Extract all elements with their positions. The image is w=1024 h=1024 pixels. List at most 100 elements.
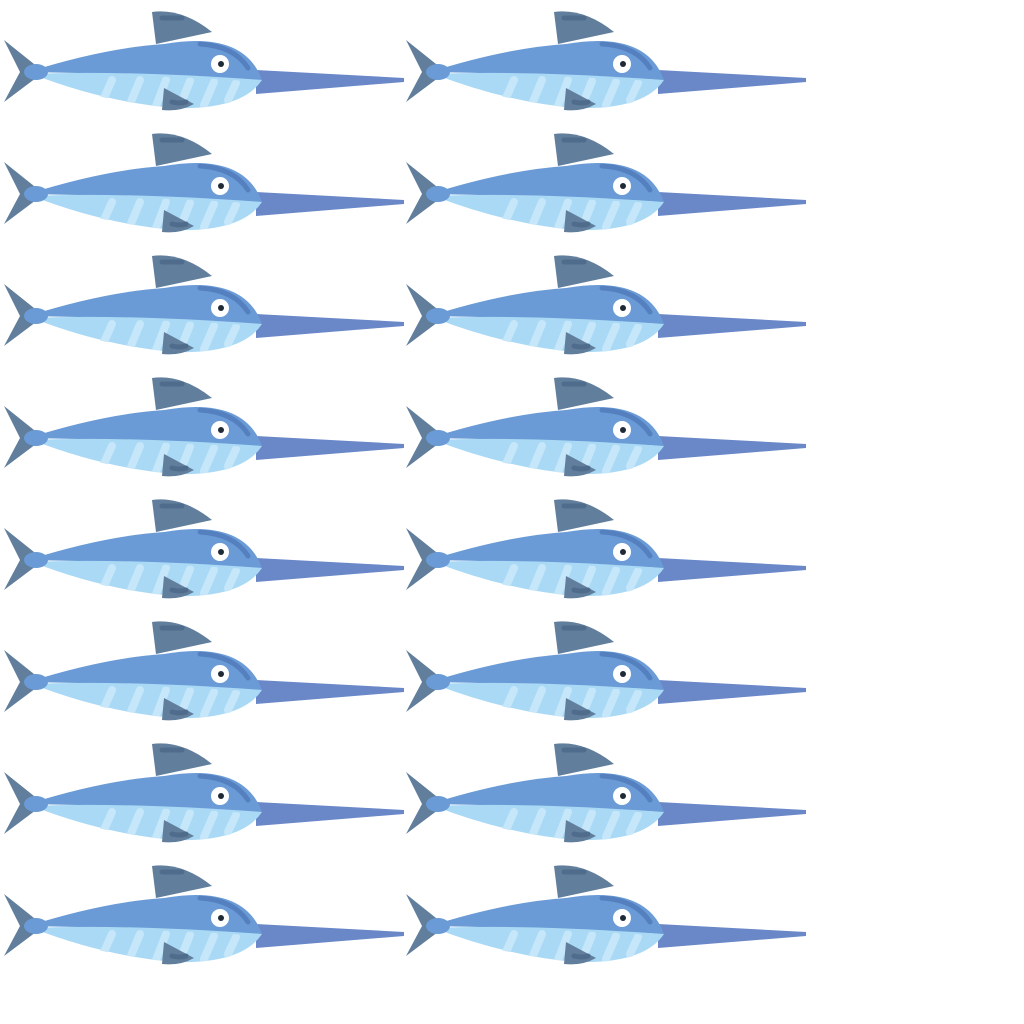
swordfish-icon <box>406 620 806 730</box>
swordfish-icon <box>4 865 404 965</box>
sword-bill <box>658 680 806 704</box>
pectoral-fin-mark <box>169 831 189 838</box>
body-upper <box>430 894 664 934</box>
brow <box>197 407 251 437</box>
body-upper <box>28 162 262 202</box>
tail-joint <box>426 918 450 934</box>
swordfish-icon <box>4 11 404 111</box>
sword-bill <box>256 70 404 94</box>
pupil <box>620 915 626 921</box>
pectoral-fin <box>564 820 596 843</box>
pectoral-fin-mark <box>571 831 591 838</box>
sword-bill <box>256 436 404 460</box>
body-upper <box>28 894 262 934</box>
belly-stripes <box>502 198 642 231</box>
tail-joint <box>426 430 450 446</box>
body-upper <box>28 528 262 568</box>
pectoral-fin-mark <box>571 953 591 960</box>
pectoral-fin-mark <box>169 709 189 716</box>
tail-joint <box>24 186 48 202</box>
tail-joint <box>426 64 450 80</box>
sword-bill <box>256 314 404 338</box>
swordfish-icon <box>406 133 806 233</box>
body-upper <box>430 772 664 812</box>
body-upper <box>430 162 664 202</box>
tail-joint <box>426 186 450 202</box>
body-upper <box>430 40 664 80</box>
belly-stripes <box>502 564 642 597</box>
tail-joint <box>24 918 48 934</box>
pectoral-fin-mark <box>571 99 591 106</box>
belly-stripes <box>502 686 642 719</box>
body-upper <box>430 284 664 324</box>
body-upper <box>28 40 262 80</box>
pectoral-fin-mark <box>571 221 591 228</box>
body-upper <box>28 406 262 446</box>
tail-joint <box>24 796 48 812</box>
swordfish-icon <box>406 132 806 242</box>
pectoral-fin <box>564 576 596 599</box>
tail-fin <box>4 40 44 102</box>
pectoral-fin <box>162 332 194 355</box>
swordfish-icon <box>4 133 404 233</box>
belly-stripes <box>502 320 642 353</box>
tail-fin <box>4 406 44 468</box>
pectoral-fin-mark <box>571 343 591 350</box>
brow <box>197 41 251 71</box>
sword-bill <box>256 802 404 826</box>
pupil <box>218 549 224 555</box>
brow <box>197 529 251 559</box>
tail-joint <box>24 308 48 324</box>
swordfish-icon <box>406 742 806 852</box>
brow <box>197 285 251 315</box>
pectoral-fin <box>162 210 194 233</box>
tail-fin <box>4 650 44 712</box>
tail-fin <box>4 894 44 956</box>
swordfish-icon <box>406 743 806 843</box>
brow <box>599 41 653 71</box>
pupil <box>620 549 626 555</box>
sword-bill <box>256 558 404 582</box>
brow <box>599 529 653 559</box>
swordfish-icon <box>406 864 806 974</box>
tail-fin <box>406 40 446 102</box>
swordfish-icon <box>4 621 404 721</box>
tail-fin <box>4 772 44 834</box>
tail-joint <box>24 552 48 568</box>
sword-bill <box>256 680 404 704</box>
pupil <box>620 671 626 677</box>
sword-bill <box>658 924 806 948</box>
brow <box>599 773 653 803</box>
pupil <box>620 427 626 433</box>
belly-stripes <box>100 564 240 597</box>
swordfish-icon <box>4 864 404 974</box>
belly-stripes <box>502 930 642 963</box>
body-upper <box>430 650 664 690</box>
pectoral-fin-mark <box>169 953 189 960</box>
sword-bill <box>256 192 404 216</box>
swordfish-icon <box>406 377 806 477</box>
swordfish-icon <box>4 255 404 355</box>
swordfish-icon <box>4 620 404 730</box>
tail-fin <box>406 650 446 712</box>
swordfish-icon <box>406 254 806 364</box>
tail-fin <box>406 162 446 224</box>
brow <box>599 651 653 681</box>
tail-fin <box>4 528 44 590</box>
sword-bill <box>658 558 806 582</box>
swordfish-icon <box>406 865 806 965</box>
pectoral-fin-mark <box>169 99 189 106</box>
brow <box>599 163 653 193</box>
pectoral-fin <box>564 332 596 355</box>
swordfish-icon <box>4 743 404 843</box>
body-upper <box>28 772 262 812</box>
brow <box>197 895 251 925</box>
pectoral-fin-mark <box>169 465 189 472</box>
swordfish-icon <box>406 11 806 111</box>
swordfish-icon <box>4 376 404 486</box>
swordfish-icon <box>406 10 806 120</box>
swordfish-icon <box>406 498 806 608</box>
sword-bill <box>256 924 404 948</box>
pupil <box>218 61 224 67</box>
